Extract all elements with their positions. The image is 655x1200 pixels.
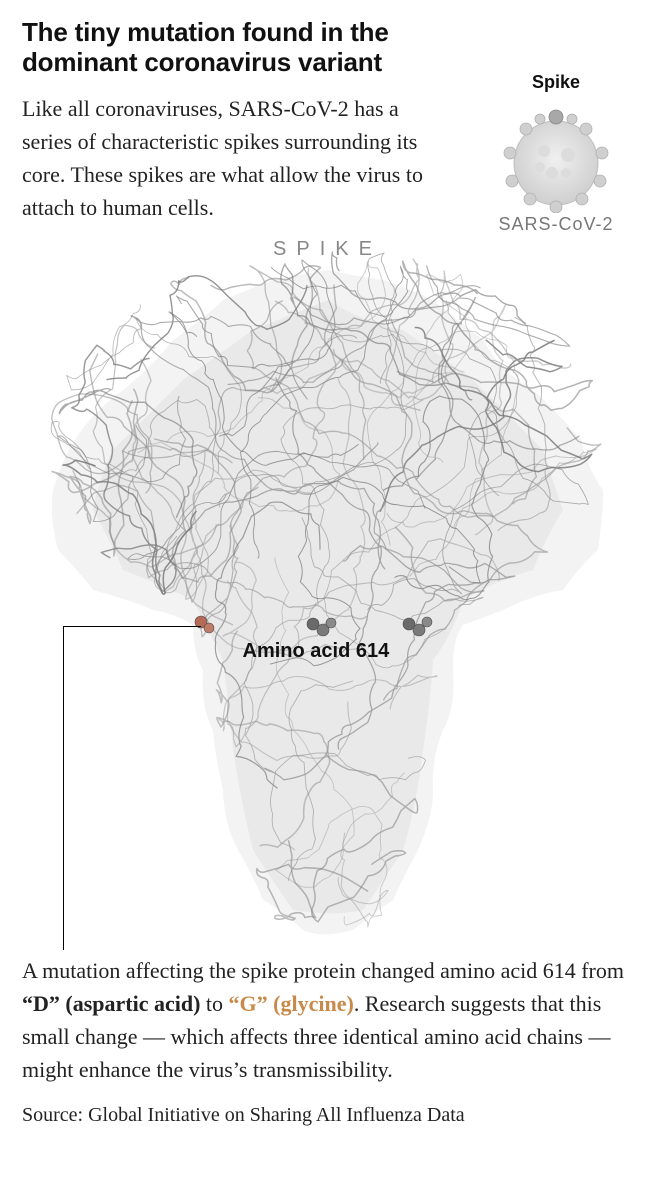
headline: The tiny mutation found in the dominant … [22,18,442,78]
leader-h [63,626,201,628]
spike-structure [23,230,633,950]
leader-v [63,626,65,950]
virus-thumbnail: Spike [481,72,631,235]
source-line: Source: Global Initiative on Sharing All… [22,1104,633,1127]
thumb-spike-label: Spike [481,72,631,93]
g-glycine: “G” (glycine) [229,991,354,1016]
virus-icon [486,93,626,213]
spike-diagram: SPIKE Amino acid 614 [23,230,633,950]
intro-paragraph: Like all coronaviruses, SARS-CoV-2 has a… [22,92,442,224]
bottom-pre: A mutation affecting the spike protein c… [22,958,624,983]
amino-acid-label: Amino acid 614 [243,640,390,663]
bottom-mid: to [200,991,228,1016]
d-aspartic: “D” (aspartic acid) [22,991,200,1016]
bottom-paragraph: A mutation affecting the spike protein c… [22,954,633,1086]
